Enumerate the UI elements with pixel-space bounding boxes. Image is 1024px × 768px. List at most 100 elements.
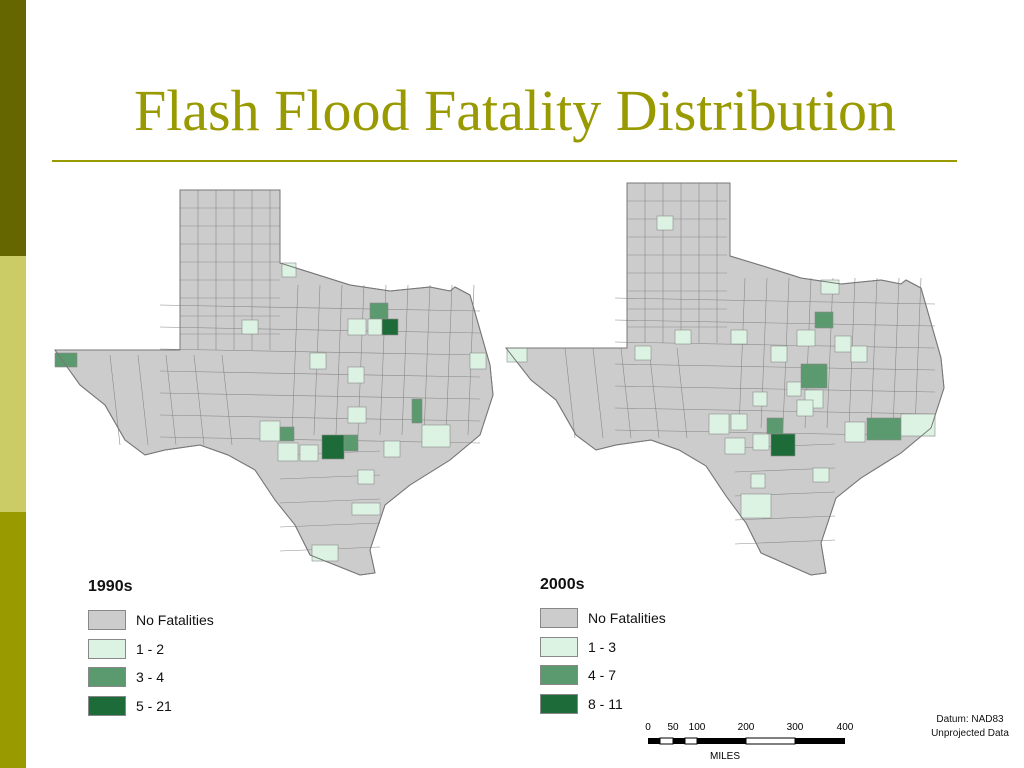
county-highlight (347, 366, 365, 384)
county-highlight (796, 329, 816, 347)
legend-item: 1 - 3 (540, 633, 760, 662)
county-border (159, 392, 481, 400)
legend-label: 3 - 4 (136, 669, 165, 686)
county-highlight (347, 318, 367, 336)
scale-tick-label: 200 (738, 722, 755, 733)
county-border (614, 319, 936, 327)
scale-segment (795, 738, 845, 744)
county-border (614, 385, 936, 393)
county-border (401, 284, 409, 436)
scale-segment (684, 737, 698, 745)
legend-label: No Fatalities (136, 612, 214, 629)
county-highlight (351, 502, 381, 516)
county-highlight (814, 311, 834, 329)
legend-swatch (88, 610, 126, 631)
legend-1990s: 1990s No Fatalities 1 - 2 3 - 4 5 - 21 (88, 578, 308, 720)
county-highlight (730, 413, 748, 431)
county-highlight (277, 442, 299, 462)
county-border (445, 284, 453, 436)
county-highlight (343, 434, 359, 452)
county-highlight (770, 345, 788, 363)
county-highlight (730, 329, 748, 345)
county-highlight (369, 302, 389, 320)
legend-title: 1990s (88, 578, 133, 595)
legend-item: 1 - 2 (88, 635, 308, 664)
legend-item: 4 - 7 (540, 661, 760, 690)
texas-outline (505, 182, 945, 576)
legend-2000s: 2000s No Fatalities 1 - 3 4 - 7 8 - 11 (540, 576, 760, 718)
legend-label: No Fatalities (588, 610, 666, 627)
county-border (564, 347, 576, 439)
county-border (159, 370, 481, 378)
scale-segment (745, 737, 796, 745)
county-highlight (900, 413, 936, 437)
county-highlight (752, 391, 768, 407)
datum-line: Unprojected Data (931, 728, 1009, 739)
county-border (648, 347, 660, 439)
county-border (734, 539, 836, 545)
legend-label: 4 - 7 (588, 667, 617, 684)
county-highlight (800, 363, 828, 389)
county-highlight (367, 318, 383, 336)
legend-title: 2000s (540, 576, 585, 593)
slide-title: Flash Flood Fatality Distribution (133, 78, 897, 143)
county-highlight (381, 318, 399, 336)
county-fills (54, 262, 487, 562)
county-highlight (656, 215, 674, 231)
county-border (614, 407, 936, 415)
legend-swatch (540, 636, 578, 657)
county-border (592, 347, 604, 439)
county-highlight (850, 345, 868, 363)
county-highlight (786, 381, 802, 397)
county-border (279, 522, 381, 528)
title-underline (52, 160, 957, 162)
county-border (614, 363, 936, 371)
county-highlight (740, 493, 772, 519)
datum-note: Datum: NAD83 Unprojected Data (925, 713, 1015, 741)
county-highlight (844, 421, 866, 443)
county-highlight (796, 399, 814, 417)
county-highlight (724, 437, 746, 455)
county-highlight (834, 335, 852, 353)
county-border (620, 347, 632, 439)
county-border (109, 354, 121, 446)
county-highlight (506, 347, 528, 363)
county-border (159, 348, 481, 356)
county-highlight (241, 319, 259, 335)
county-border (159, 414, 481, 422)
county-highlight (279, 426, 295, 442)
county-border (159, 304, 481, 312)
county-border (335, 284, 343, 436)
legend-swatch (540, 608, 578, 629)
county-highlight (383, 440, 401, 458)
legend-swatch (88, 667, 126, 688)
county-border (676, 347, 688, 439)
county-highlight (357, 469, 375, 485)
legend-item: 5 - 21 (88, 692, 308, 721)
county-border (279, 498, 381, 504)
county-border (914, 277, 922, 429)
scale-tick-label: 300 (787, 722, 804, 733)
texas-map-1990s (54, 189, 494, 576)
scale-tick-label: 50 (667, 722, 679, 733)
county-highlight (770, 433, 796, 457)
county-highlight (708, 413, 730, 435)
scale-tick-label: 400 (837, 722, 854, 733)
scale-bar: 0 50 100 200 300 400 MILES (645, 722, 854, 762)
legend-item: 3 - 4 (88, 663, 308, 692)
legend-label: 8 - 11 (588, 696, 623, 713)
legend-swatch (540, 694, 578, 715)
county-border (291, 284, 299, 436)
county-highlight (766, 417, 784, 435)
county-highlight (866, 417, 902, 441)
texas-outline-stroke (54, 189, 494, 576)
scale-unit-label: MILES (710, 751, 740, 762)
county-border (892, 277, 900, 429)
scale-segment (659, 737, 674, 745)
accent-bar-middle (0, 256, 26, 512)
legend-item: No Fatalities (88, 606, 308, 635)
scale-tick-label: 100 (689, 722, 706, 733)
legend-item: No Fatalities (540, 604, 760, 633)
county-highlight (674, 329, 692, 345)
county-fills (506, 215, 936, 519)
